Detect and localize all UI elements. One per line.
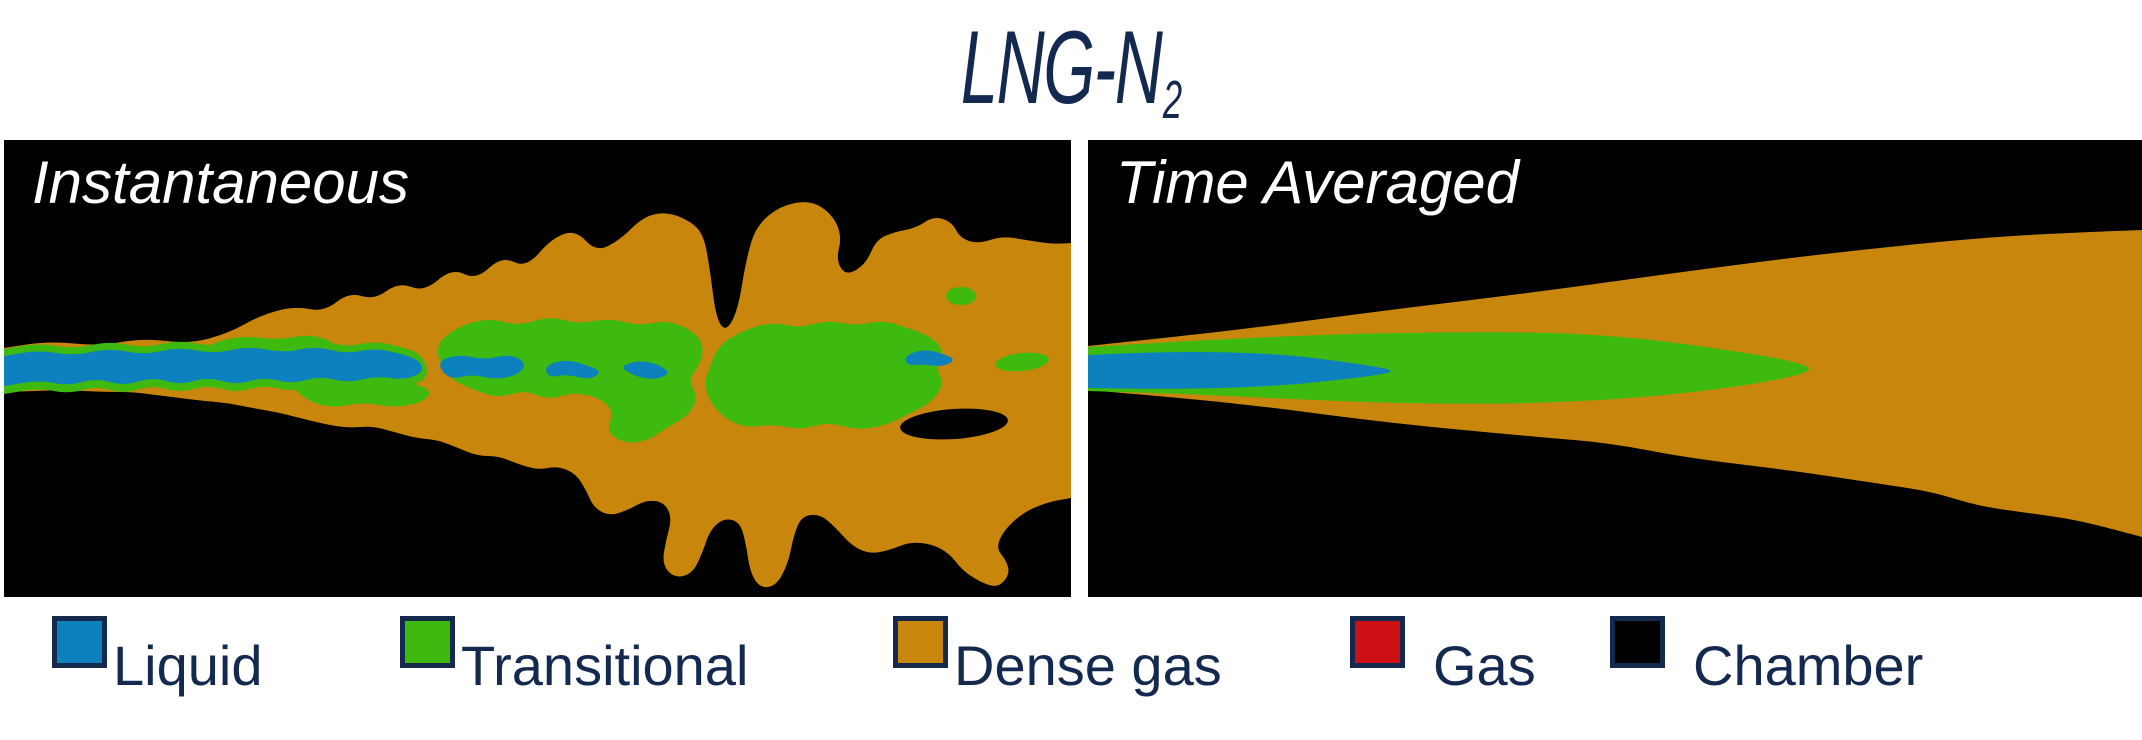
- legend-item-gas: Gas: [1350, 616, 1536, 694]
- legend-swatch-chamber: [1610, 616, 1665, 668]
- panel-label-instantaneous: Instantaneous: [32, 149, 409, 216]
- legend: Liquid Transitional Dense gas Gas Chambe…: [0, 616, 2142, 726]
- title-subscript: 2: [1163, 70, 1182, 131]
- title-text: LNG-N: [961, 10, 1163, 126]
- panel-time-averaged: Time Averaged: [1088, 140, 2142, 597]
- chamber-hole: [900, 408, 1008, 440]
- legend-swatch-dense-gas: [893, 616, 948, 668]
- legend-item-liquid: Liquid: [52, 616, 262, 694]
- liquid-region: [4, 347, 953, 386]
- legend-label-transitional: Transitional: [461, 634, 749, 697]
- time-averaged-jet-plot: [1088, 230, 2142, 537]
- panel-label-time-averaged: Time Averaged: [1116, 149, 1520, 216]
- panel-instantaneous: Instantaneous: [4, 140, 1071, 597]
- figure-title: LNG-N2: [0, 13, 2142, 131]
- legend-swatch-transitional: [400, 616, 455, 668]
- legend-label-dense-gas: Dense gas: [954, 634, 1222, 697]
- figure-title-inner: LNG-N2: [961, 13, 1182, 131]
- legend-swatch-gas: [1350, 616, 1405, 668]
- legend-label-liquid: Liquid: [113, 634, 263, 697]
- legend-item-transitional: Transitional: [400, 616, 748, 694]
- instantaneous-jet-plot: [4, 202, 1071, 588]
- liquid-lens: [1088, 352, 1391, 389]
- legend-swatch-liquid: [52, 616, 107, 668]
- legend-item-dense-gas: Dense gas: [893, 616, 1222, 694]
- legend-item-chamber: Chamber: [1610, 616, 1923, 694]
- legend-label-gas: Gas: [1433, 634, 1536, 697]
- legend-label-chamber: Chamber: [1693, 634, 1924, 697]
